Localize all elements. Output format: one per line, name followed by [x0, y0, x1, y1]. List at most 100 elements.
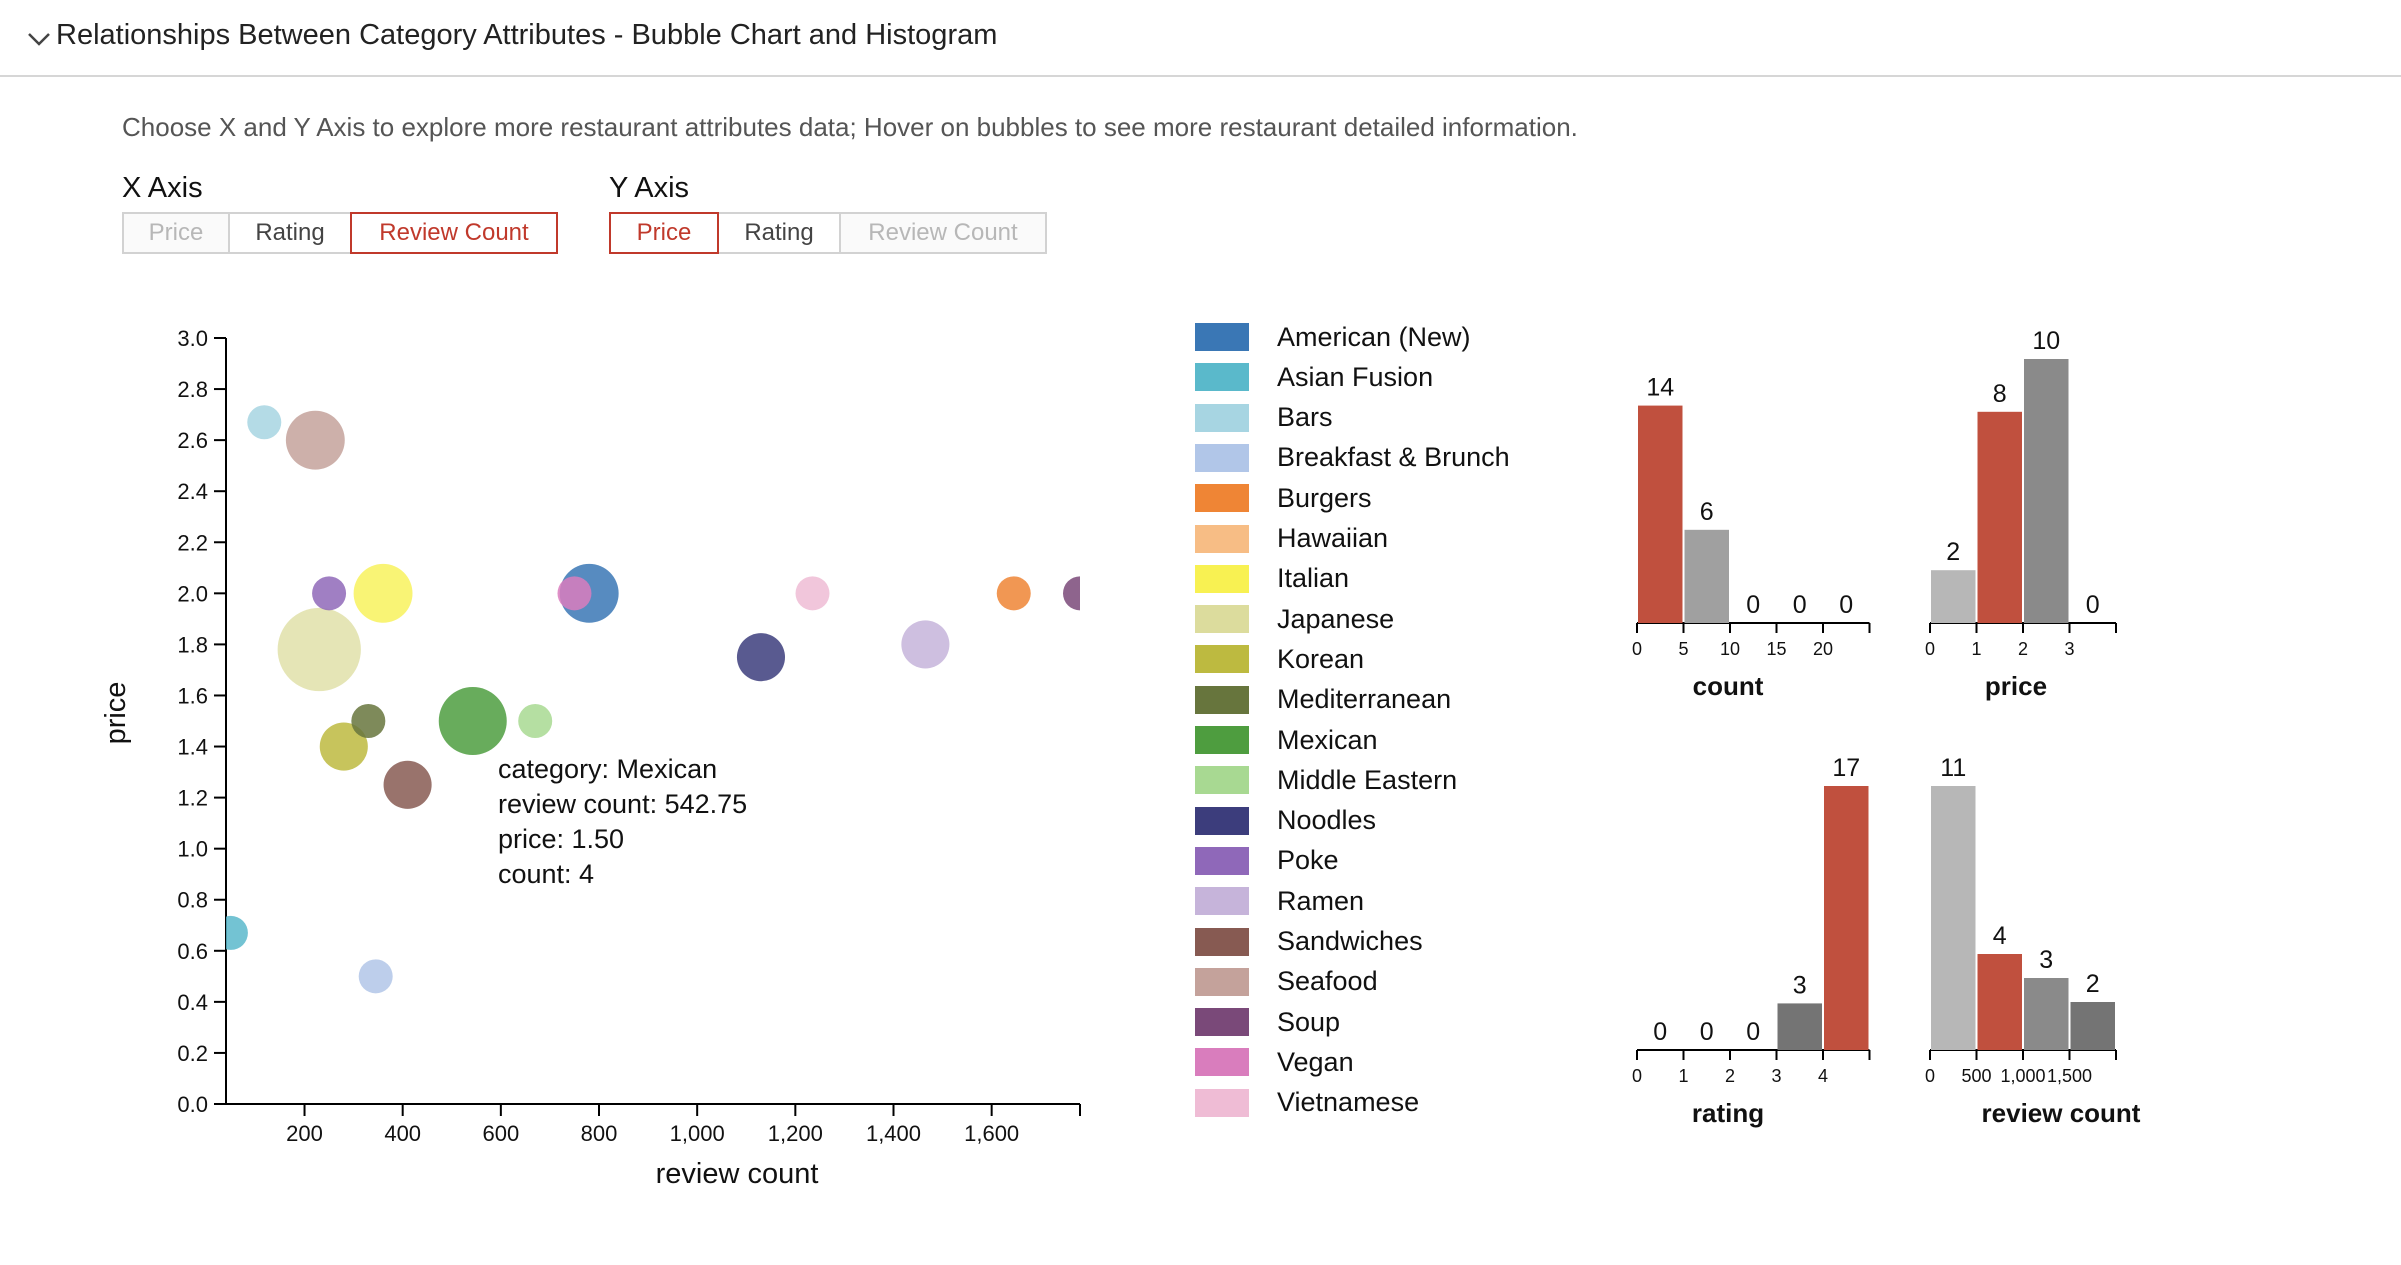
histogram-bar: [1931, 786, 1976, 1050]
histogram-tick-label: 5: [1678, 639, 1688, 659]
bar-value-label: 6: [1700, 498, 1714, 526]
chevron-down-icon[interactable]: [24, 24, 54, 54]
histogram-tick-label: 1,000: [2000, 1066, 2045, 1086]
legend-item: Hawaiian: [1195, 523, 1388, 554]
legend-label: Breakfast & Brunch: [1277, 442, 1510, 473]
bubble-noodles[interactable]: [736, 633, 786, 682]
bar-value-label: 0: [1839, 591, 1853, 619]
legend-item: American (New): [1195, 322, 1471, 352]
histogram-bar: [1824, 786, 1869, 1050]
histogram-tick-label: 4: [1818, 1066, 1828, 1086]
bar-value-label: 0: [1793, 591, 1807, 619]
bar-value-label: 3: [1793, 971, 1807, 999]
x-tick-label: 800: [581, 1121, 618, 1146]
legend-swatch: [1195, 887, 1249, 916]
bubble-asian-fusion[interactable]: [214, 915, 248, 950]
bubble-vegan[interactable]: [557, 576, 592, 611]
legend-label: Noodles: [1277, 805, 1377, 836]
x-axis-selector: X Axis Price Rating Review Count: [122, 172, 558, 254]
histogram-bar: [1977, 954, 2022, 1050]
bar-value-label: 17: [1832, 754, 1860, 782]
bubbles: [214, 405, 1097, 994]
bubble-japanese[interactable]: [277, 607, 361, 692]
histogram-tick-label: 500: [1961, 1066, 1991, 1086]
x-tick-label: 1,600: [964, 1121, 1019, 1146]
bar-value-label: 0: [1653, 1018, 1667, 1046]
histogram-bar: [2070, 1002, 2115, 1050]
legend-item: Mediterranean: [1195, 684, 1451, 715]
x-axis-rating-button[interactable]: Rating: [228, 212, 352, 254]
bubble-vietnamese[interactable]: [795, 576, 830, 611]
histogram-tick-label: 20: [1813, 639, 1833, 659]
x-axis-review-count-button[interactable]: Review Count: [350, 212, 558, 254]
legend-item: Poke: [1195, 845, 1339, 876]
bubble-seafood[interactable]: [285, 410, 345, 470]
histogram-tick-label: 0: [1632, 1066, 1642, 1086]
y-tick-label: 3.0: [177, 326, 208, 351]
x-tick-label: 1,200: [768, 1121, 823, 1146]
legend-swatch: [1195, 484, 1249, 513]
bubble-breakfast-brunch[interactable]: [358, 959, 393, 994]
bubble-ramen[interactable]: [901, 620, 950, 669]
bar-value-label: 8: [1993, 380, 2007, 408]
y-axis-price-button[interactable]: Price: [609, 212, 719, 254]
legend-item: Burgers: [1195, 483, 1372, 513]
legend-label: Mexican: [1277, 724, 1378, 755]
legend-item: Sandwiches: [1195, 926, 1423, 957]
bubble-soup[interactable]: [1063, 576, 1097, 611]
legend-swatch: [1195, 806, 1249, 835]
bubble-poke[interactable]: [312, 576, 347, 611]
legend-label: Sandwiches: [1277, 926, 1423, 956]
histogram-count: 14 6 0 0 0 0 5 10 15 20 count: [1632, 374, 1871, 701]
histogram-bar: [2024, 978, 2069, 1050]
legend-swatch: [1195, 927, 1249, 956]
legend-label: Burgers: [1277, 482, 1372, 513]
bubble-middle-eastern[interactable]: [518, 704, 553, 738]
histogram-tick-label: 3: [1771, 1066, 1781, 1086]
legend-item: Mexican: [1195, 725, 1378, 755]
bar-value-label: 14: [1646, 374, 1674, 402]
bubble-mediterranean[interactable]: [351, 704, 386, 738]
histogram-title: count: [1693, 671, 1764, 701]
x-axis-title: review count: [656, 1158, 819, 1190]
tooltip-review-count: review count: 542.75: [498, 789, 748, 819]
x-tick-label: 200: [286, 1121, 323, 1146]
histogram-review-count: 11 4 3 2 0 500 1,000 1,500 review count: [1925, 754, 2141, 1128]
legend-swatch: [1195, 605, 1249, 634]
bubble-bars[interactable]: [247, 405, 282, 440]
legend-label: Vegan: [1277, 1046, 1354, 1077]
section-header: Relationships Between Category Attribute…: [0, 0, 2401, 77]
legend-swatch: [1195, 1048, 1249, 1077]
bubble-sandwiches[interactable]: [383, 760, 432, 809]
y-axis-rating-button[interactable]: Rating: [717, 212, 841, 254]
legend-label: American (New): [1277, 321, 1471, 352]
y-axis-label: Y Axis: [609, 172, 690, 204]
histogram-bar: [1977, 411, 2022, 623]
legend-item: Asian Fusion: [1195, 362, 1433, 392]
legend-swatch: [1195, 846, 1249, 875]
histogram-tick-label: 0: [1925, 639, 1935, 659]
bubble-italian[interactable]: [353, 563, 413, 623]
histogram-bar: [1638, 405, 1683, 623]
bar-value-label: 4: [1993, 922, 2007, 950]
legend-swatch: [1195, 967, 1249, 996]
legend-item: Seafood: [1195, 966, 1378, 997]
legend-item: Soup: [1195, 1007, 1340, 1037]
y-tick-label: 2.4: [177, 479, 208, 504]
x-axis-button-group: Price Rating Review Count: [122, 212, 558, 254]
x-axis-price-button[interactable]: Price: [122, 212, 230, 254]
bubble-mexican[interactable]: [438, 687, 507, 755]
histogram-tick-label: 1: [1678, 1066, 1688, 1086]
tooltip-count: count: 4: [498, 859, 595, 889]
bubble-burgers[interactable]: [996, 576, 1031, 611]
y-axis-review-count-button[interactable]: Review Count: [839, 212, 1047, 254]
legend-swatch: [1195, 403, 1249, 432]
legend-swatch: [1195, 564, 1249, 593]
legend-swatch: [1195, 443, 1249, 472]
section-title: Relationships Between Category Attribute…: [56, 19, 998, 51]
bubble-korean[interactable]: [319, 722, 368, 771]
y-axis-button-group: Price Rating Review Count: [609, 212, 1047, 254]
histogram-bar: [2024, 359, 2069, 623]
legend-item: Noodles: [1195, 805, 1377, 836]
y-tick-label: 1.0: [177, 837, 208, 862]
